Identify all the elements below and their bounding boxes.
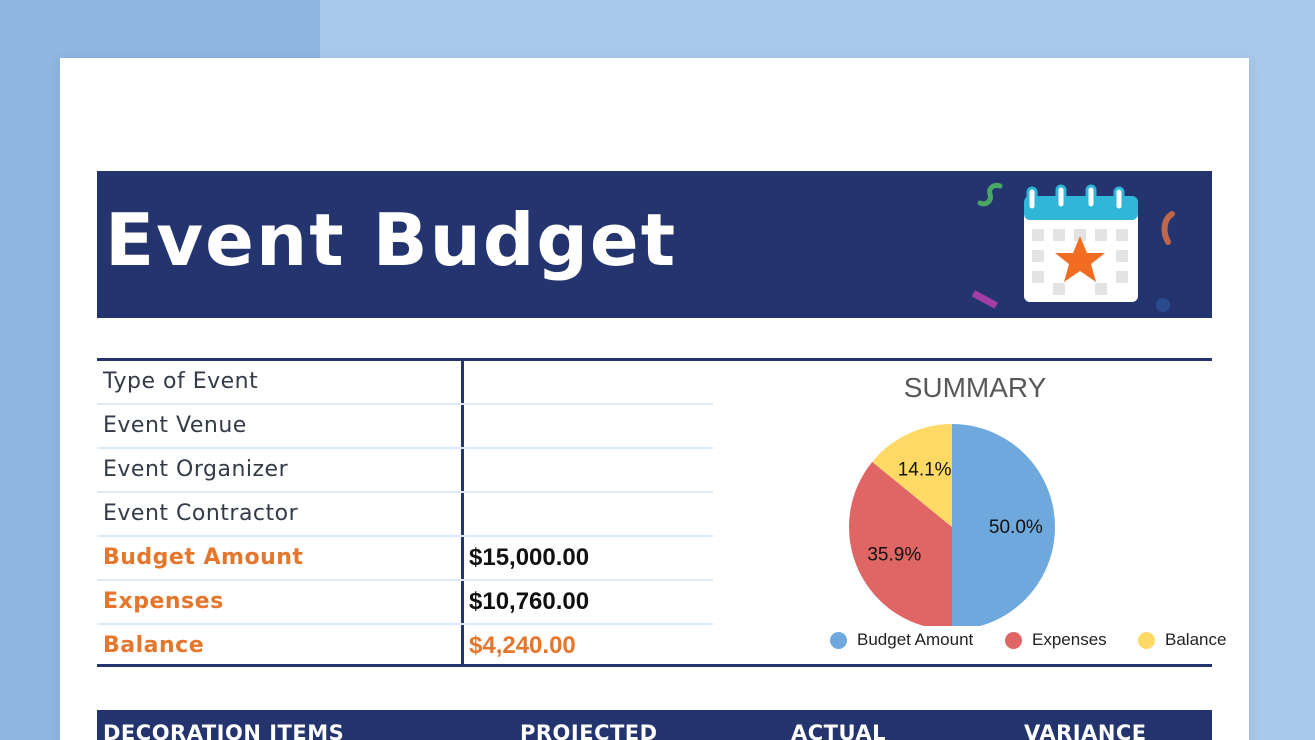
pie-slice-expenses	[849, 461, 952, 626]
legend-label: Expenses	[1032, 630, 1107, 649]
chart-title: SUMMARY	[903, 372, 1047, 403]
pie-data-label: 14.1%	[898, 459, 952, 480]
title-banner: Event Budget	[97, 171, 1212, 318]
summary-top-rule	[713, 358, 1212, 361]
info-value-field[interactable]: $4,240.00	[469, 632, 576, 659]
summary-chart: SUMMARY 50.0% 35.9% 14.1% Budget Amount Exp…	[740, 366, 1226, 661]
legend-swatch	[1138, 631, 1155, 649]
column-header-variance: VARIANCE	[1024, 721, 1147, 740]
chart-legend: Budget Amount Expenses Balance	[740, 628, 1226, 652]
info-label: Expenses	[103, 589, 224, 614]
column-divider	[461, 361, 464, 664]
legend-item: Budget Amount	[830, 628, 973, 652]
legend-label: Balance	[1165, 630, 1227, 649]
info-label: Event Organizer	[103, 457, 289, 482]
column-header-decoration-items: DECORATION ITEMS	[103, 721, 345, 740]
info-label: Budget Amount	[103, 545, 304, 570]
column-header-projected: PROJECTED	[520, 721, 658, 740]
star-shape	[1055, 236, 1105, 282]
confetti-purple	[972, 290, 998, 309]
column-header-actual: ACTUAL	[791, 721, 887, 740]
info-label: Event Venue	[103, 413, 247, 438]
pie-slice-budget-amount	[952, 424, 1055, 626]
calendar-top	[1024, 196, 1138, 220]
info-label: Balance	[103, 633, 205, 658]
info-row-event-contractor: Event Contractor	[97, 493, 713, 537]
legend-swatch	[830, 631, 847, 649]
confetti-brown	[1161, 211, 1175, 245]
info-row-budget-amount: Budget Amount $15,000.00	[97, 537, 713, 581]
pie-slice-balance	[872, 424, 952, 527]
legend-swatch	[1005, 631, 1022, 649]
info-row-event-organizer: Event Organizer	[97, 449, 713, 493]
event-info-table: Type of Event Event Venue Event Organize…	[97, 358, 713, 667]
decoration-table-header: DECORATION ITEMS PROJECTED ACTUAL VARIAN…	[97, 710, 1212, 740]
info-value-field[interactable]: $15,000.00	[469, 544, 590, 571]
confetti-green	[977, 183, 1003, 207]
info-row-balance: Balance $4,240.00	[97, 625, 713, 669]
legend-label: Budget Amount	[857, 630, 974, 649]
info-label: Type of Event	[103, 369, 259, 394]
info-row-expenses: Expenses $10,760.00	[97, 581, 713, 625]
info-row-type-of-event: Type of Event	[97, 361, 713, 405]
info-row-event-venue: Event Venue	[97, 405, 713, 449]
info-label: Event Contractor	[103, 501, 299, 526]
summary-bottom-rule	[713, 664, 1212, 667]
budget-sheet: Event Budget Type of E	[60, 58, 1249, 740]
pie-data-label: 50.0%	[989, 517, 1043, 538]
page-title: Event Budget	[105, 198, 678, 282]
calendar-star-icon	[972, 183, 1175, 312]
info-value-field[interactable]: $10,760.00	[469, 588, 590, 615]
pie-data-label: 35.9%	[867, 544, 921, 565]
pie-chart: 50.0% 35.9% 14.1%	[849, 424, 1055, 626]
legend-item: Expenses	[1005, 628, 1107, 652]
legend-item: Balance	[1138, 628, 1226, 652]
confetti-dot	[1156, 298, 1170, 312]
